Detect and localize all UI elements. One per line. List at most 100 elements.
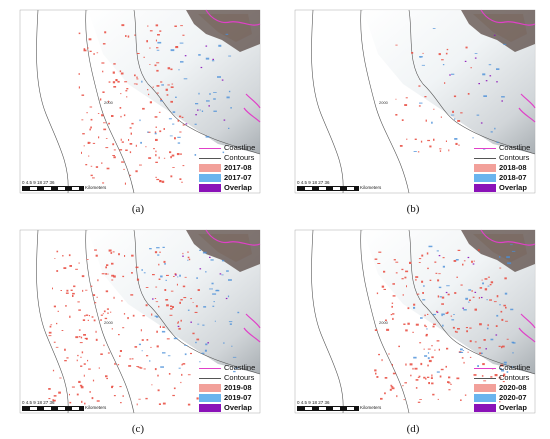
scale-unit: Kilometers (85, 185, 107, 190)
lake-recent (190, 298, 192, 300)
lake-recent (438, 273, 441, 275)
lake-prior (187, 309, 190, 311)
lake-recent (426, 376, 430, 378)
lake-recent (437, 398, 439, 400)
lake-prior (482, 73, 486, 76)
lake-recent (410, 374, 412, 377)
lake-prior (221, 259, 225, 262)
lake-prior (451, 73, 455, 75)
lake-recent (94, 249, 97, 251)
lake-recent (389, 388, 392, 391)
lake-recent (181, 116, 184, 118)
lake-recent (192, 302, 194, 303)
lake-recent (78, 336, 81, 338)
lake-recent (390, 384, 393, 386)
lake-recent (479, 287, 483, 289)
lake-recent (81, 119, 84, 121)
lake-recent (472, 296, 475, 298)
lake-recent (108, 81, 111, 83)
lake-recent (147, 25, 149, 27)
lake-overlap (485, 348, 487, 350)
lake-prior (155, 316, 159, 318)
lake-prior (512, 352, 514, 354)
lake-recent (431, 345, 433, 347)
lake-recent (106, 377, 108, 380)
overlap-swatch (199, 404, 221, 412)
lake-recent (461, 357, 464, 359)
lake-recent (467, 351, 469, 353)
lake-recent (469, 356, 472, 358)
lake-prior (483, 148, 486, 150)
lake-recent (113, 296, 115, 299)
lake-recent (92, 379, 95, 382)
lake-recent (145, 146, 147, 148)
lake-prior (451, 319, 455, 321)
lake-recent (423, 348, 425, 350)
lake-recent (441, 59, 444, 61)
lake-recent (176, 153, 180, 156)
lake-recent (48, 398, 51, 400)
lake-recent (84, 315, 86, 317)
lake-recent (120, 72, 124, 75)
lake-recent (92, 177, 95, 179)
lake-recent (84, 402, 86, 405)
lake-recent (430, 377, 433, 379)
lake-prior (202, 324, 205, 326)
lake-prior (487, 285, 490, 287)
lake-recent (506, 338, 509, 340)
lake-recent (401, 268, 404, 271)
lake-recent (180, 381, 182, 384)
lake-recent (445, 365, 447, 368)
lake-recent (395, 272, 398, 274)
lake-overlap (489, 75, 492, 77)
lake-recent (105, 375, 108, 378)
lake-prior (421, 64, 425, 66)
lake-recent (87, 47, 89, 49)
lake-recent (490, 376, 493, 378)
lake-recent (63, 267, 67, 269)
lake-prior (231, 345, 233, 347)
lake-recent (78, 32, 81, 35)
lake-recent (75, 336, 79, 339)
lake-recent (159, 30, 162, 32)
caption-c: (c) (131, 423, 145, 435)
lake-recent (58, 391, 61, 394)
lake-recent (450, 383, 452, 385)
lake-prior (198, 92, 200, 95)
lake-recent (49, 325, 52, 328)
contour-line (85, 9, 135, 194)
contour-line (360, 9, 410, 194)
lake-recent (93, 319, 96, 322)
lake-recent (117, 80, 120, 83)
lake-recent (125, 149, 128, 151)
lake-recent (154, 64, 157, 67)
lake-recent (498, 377, 502, 379)
lake-recent (424, 324, 426, 327)
lake-recent (392, 313, 395, 315)
lake-recent (113, 149, 116, 151)
lake-overlap (184, 55, 187, 57)
lake-recent (52, 399, 54, 402)
lake-prior (156, 247, 160, 249)
lake-prior (501, 369, 505, 372)
lake-recent (119, 70, 122, 73)
lake-recent (48, 388, 51, 390)
lake-recent (86, 259, 89, 260)
lake-recent (182, 285, 186, 288)
lake-recent (457, 120, 461, 122)
lake-recent (479, 352, 482, 355)
lake-recent (171, 83, 174, 85)
lake-overlap (223, 119, 226, 121)
lake-recent (148, 93, 150, 96)
lake-prior (431, 121, 433, 124)
lake-recent (381, 285, 385, 288)
lake-recent (500, 364, 504, 367)
coastline-swatch (474, 147, 496, 149)
lake-recent (391, 302, 394, 304)
lake-recent (85, 314, 89, 316)
coastline (480, 9, 536, 123)
lake-prior (232, 356, 237, 358)
lake-overlap (474, 291, 477, 293)
contour-label: 2000 (104, 100, 113, 105)
lake-recent (421, 280, 424, 283)
